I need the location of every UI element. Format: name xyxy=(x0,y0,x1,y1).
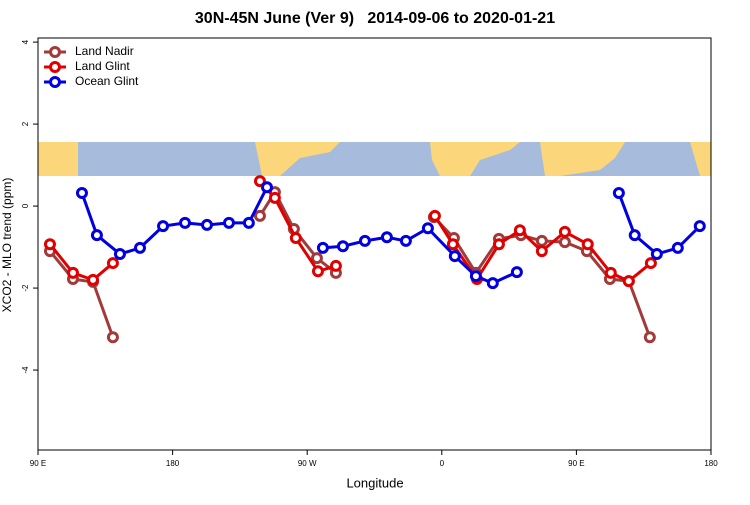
y-tick-label: -4 xyxy=(21,366,30,374)
data-point xyxy=(113,248,126,261)
data-point xyxy=(581,238,594,251)
data-point xyxy=(612,186,625,199)
data-point xyxy=(43,238,56,251)
data-point xyxy=(358,234,371,247)
data-point xyxy=(260,181,273,194)
data-point xyxy=(428,209,441,222)
data-point xyxy=(222,216,235,229)
y-axis-label: XCO2 - MLO trend (ppm) xyxy=(0,178,14,313)
x-tick-label: 180 xyxy=(166,459,180,468)
data-point xyxy=(380,231,393,244)
data-point xyxy=(693,220,706,233)
data-point xyxy=(289,232,302,245)
data-point xyxy=(316,241,329,254)
data-point xyxy=(75,186,88,199)
x-axis-label: Longitude xyxy=(346,475,403,490)
data-point xyxy=(558,236,571,249)
data-point xyxy=(671,241,684,254)
data-point xyxy=(628,229,641,242)
data-point xyxy=(486,277,499,290)
y-tick-label: 2 xyxy=(21,121,30,126)
data-point xyxy=(513,224,526,237)
x-tick-label: 90 W xyxy=(298,459,317,468)
data-point xyxy=(650,248,663,261)
data-point xyxy=(644,257,657,270)
data-point xyxy=(329,259,342,272)
legend-label: Land Nadir xyxy=(75,44,134,58)
series-line xyxy=(48,189,652,338)
y-tick-label: -2 xyxy=(21,284,30,292)
data-point xyxy=(106,331,119,344)
data-point xyxy=(421,222,434,235)
data-point xyxy=(90,229,103,242)
data-point xyxy=(179,216,192,229)
data-point xyxy=(643,331,656,344)
data-point xyxy=(311,265,324,278)
data-point xyxy=(558,225,571,238)
data-point xyxy=(604,266,617,279)
map-band xyxy=(38,142,711,176)
legend-marker xyxy=(49,76,61,88)
data-point xyxy=(106,257,119,270)
data-point xyxy=(469,270,482,283)
chart-title: 30N-45N June (Ver 9) 2014-09-06 to 2020-… xyxy=(195,10,555,27)
data-point xyxy=(399,234,412,247)
data-point xyxy=(492,238,505,251)
x-tick-label: 0 xyxy=(440,459,445,468)
data-point xyxy=(157,220,170,233)
data-point xyxy=(448,250,461,263)
x-tick-label: 180 xyxy=(704,459,718,468)
legend-label: Ocean Glint xyxy=(75,74,139,88)
data-point xyxy=(242,216,255,229)
data-point xyxy=(336,240,349,253)
x-tick-label: 90 E xyxy=(568,459,584,468)
legend-marker xyxy=(49,46,61,58)
legend-marker xyxy=(49,61,61,73)
data-point xyxy=(622,275,635,288)
y-tick-label: 0 xyxy=(21,203,30,208)
data-point xyxy=(535,245,548,258)
data-point xyxy=(268,191,281,204)
data-point xyxy=(253,209,266,222)
data-point xyxy=(66,266,79,279)
data-point xyxy=(510,266,523,279)
data-point xyxy=(133,241,146,254)
data-point xyxy=(253,175,266,188)
data-point xyxy=(87,273,100,286)
legend-label: Land Glint xyxy=(75,59,130,73)
data-point xyxy=(200,218,213,231)
x-tick-label: 90 E xyxy=(30,459,46,468)
data-point xyxy=(535,234,548,247)
y-tick-label: 4 xyxy=(21,39,30,44)
data-point xyxy=(310,252,323,265)
data-point xyxy=(446,238,459,251)
plot-frame xyxy=(37,37,712,451)
